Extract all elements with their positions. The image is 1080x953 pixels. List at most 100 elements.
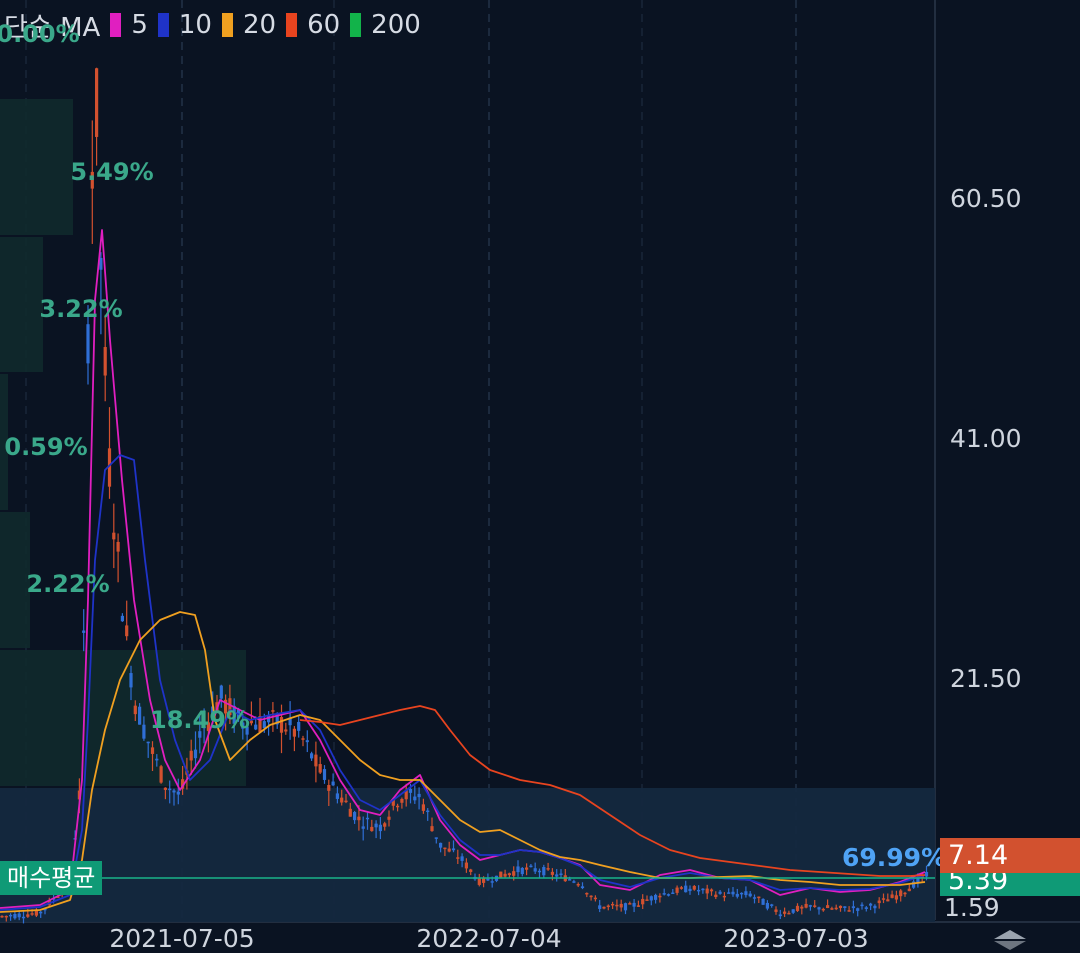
candle-body-211	[907, 888, 911, 892]
candle-body-89	[383, 823, 387, 827]
candle-body-187	[804, 903, 808, 908]
candle-body-209	[899, 890, 903, 897]
candle-body-127	[546, 868, 550, 870]
candle-body-38	[163, 787, 167, 790]
candle-body-30	[129, 673, 133, 688]
candle-body-63	[271, 710, 275, 712]
candle-body-90	[387, 816, 391, 820]
candle-body-116	[499, 871, 503, 878]
x-tick-2021-07-05: 2021-07-05	[109, 924, 255, 953]
candle-body-147	[632, 902, 636, 907]
candle-body-201	[864, 907, 868, 909]
ma-200-swatch	[350, 13, 362, 37]
ma-20-label: 20	[242, 10, 277, 40]
candle-body-205	[881, 898, 886, 900]
candle-body-188	[808, 905, 812, 907]
volume-profile-label-5: 18.49%	[150, 706, 250, 734]
candle-body-193	[830, 908, 834, 910]
candle-body-74	[318, 764, 322, 773]
candle-body-215	[924, 871, 929, 877]
candle-body-133	[572, 881, 576, 883]
candle-body-81	[348, 808, 352, 817]
current-price-tag: 7.14	[940, 838, 1080, 873]
candle-body-80	[344, 800, 348, 803]
candle-body-139	[598, 905, 602, 909]
scroll-handle-icon[interactable]	[990, 928, 1030, 951]
candle-body-37	[159, 766, 163, 783]
candle-body-9	[39, 911, 43, 914]
ma-10-swatch	[157, 13, 169, 37]
candle-body-95	[408, 788, 413, 793]
candle-body-75	[322, 769, 327, 780]
candle-body-190	[817, 907, 821, 910]
ma-60-label: 60	[307, 10, 341, 40]
candle-body-199	[856, 908, 860, 911]
candle-body-35	[150, 747, 155, 754]
candle-body-146	[628, 903, 632, 905]
candle-body-164	[705, 888, 709, 894]
candle-body-118	[507, 873, 511, 876]
volume-profile-label-4: 2.22%	[26, 570, 110, 598]
candle-body-183	[787, 912, 791, 915]
candle-body-114	[490, 881, 494, 883]
candle-body-158	[679, 887, 683, 889]
candle-body-4	[17, 913, 21, 918]
candle-body-29	[125, 625, 129, 637]
candle-body-179	[770, 904, 774, 906]
candle-body-64	[275, 714, 279, 725]
volume-profile-label-1: 5.49%	[70, 158, 154, 186]
candle-body-23	[99, 257, 103, 270]
candle-body-36	[155, 758, 159, 761]
candle-body-31	[133, 705, 137, 715]
candle-body-3	[13, 914, 17, 919]
candle-body-58	[249, 720, 253, 724]
candle-body-152	[654, 894, 658, 900]
candle-body-171	[735, 893, 739, 897]
candle-body-137	[589, 895, 593, 898]
candle-body-39	[168, 788, 172, 791]
volume-profile-bar-5	[0, 788, 935, 922]
candle-body-142	[611, 903, 615, 906]
candle-body-59	[254, 724, 258, 730]
candle-body-62	[267, 715, 271, 723]
volume-profile-bar-0	[0, 99, 73, 235]
candle-body-167	[718, 891, 722, 894]
ma-60-line	[299, 705, 926, 877]
candle-body-82	[353, 812, 357, 821]
candle-body-1	[4, 915, 8, 918]
candle-body-194	[834, 907, 838, 910]
candle-body-60	[258, 716, 262, 732]
candle-body-70	[301, 738, 305, 740]
candle-body-52	[224, 699, 228, 714]
candle-body-27	[116, 541, 120, 552]
candle-body-104	[447, 848, 451, 852]
candle-body-143	[615, 904, 619, 907]
candle-body-109	[469, 869, 473, 872]
candle-body-204	[877, 900, 881, 904]
candle-body-8	[34, 909, 38, 916]
candle-body-141	[606, 905, 610, 908]
candle-body-102	[439, 842, 443, 848]
candle-body-32	[138, 706, 142, 725]
candle-body-61	[262, 721, 266, 728]
candle-body-66	[284, 729, 288, 732]
candle-body-121	[520, 867, 524, 875]
candle-body-44	[189, 750, 193, 761]
candle-body-170	[731, 891, 735, 895]
candle-body-2	[9, 914, 13, 917]
ma-legend[interactable]: 단순 MA 5 10 20 60 200	[4, 8, 421, 43]
candle-body-68	[292, 728, 296, 737]
volume-profile-bar-3	[0, 512, 30, 648]
candle-body-181	[778, 914, 782, 917]
candle-body-144	[619, 903, 623, 908]
candle-body-163	[701, 888, 705, 891]
candle-body-184	[791, 909, 795, 913]
candle-body-76	[327, 785, 331, 791]
candle-body-125	[537, 870, 542, 873]
candle-body-186	[800, 906, 804, 909]
candle-body-106	[456, 857, 460, 859]
candle-body-92	[396, 805, 400, 808]
candle-body-140	[602, 906, 606, 909]
candle-body-178	[765, 902, 769, 909]
